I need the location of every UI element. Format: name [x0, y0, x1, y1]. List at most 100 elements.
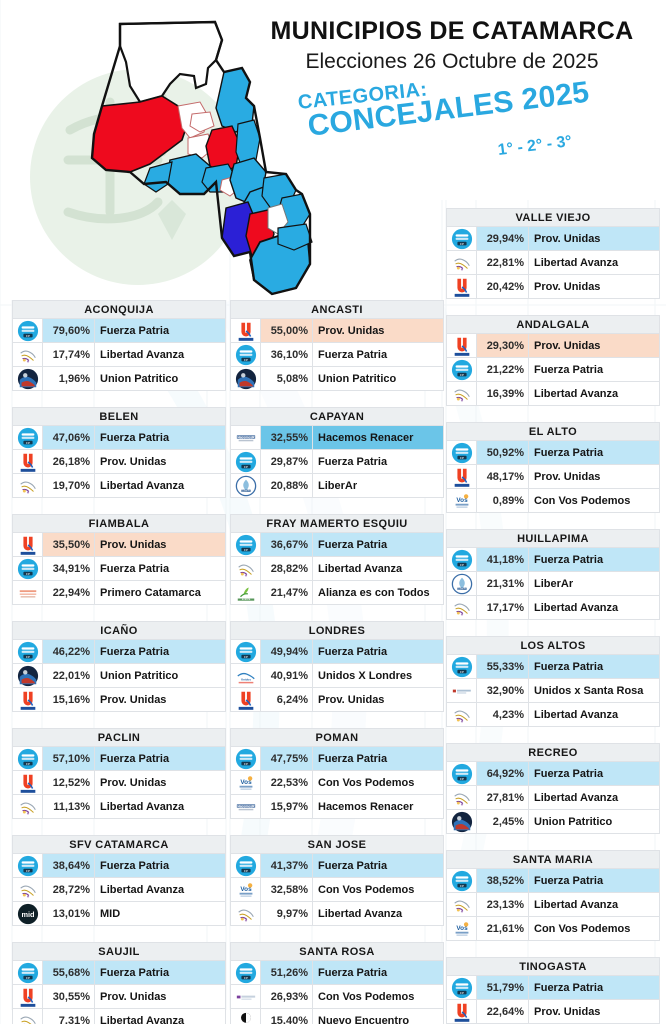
primero-catamarca-logo [13, 581, 43, 604]
prov-unidas-logo [13, 688, 43, 711]
result-party-name: Prov. Unidas [100, 455, 167, 468]
result-party-name: Libertad Avanza [534, 791, 619, 804]
municipio-block: BELEN FP 47,06% Fuerza Patria 26,18% Prov. Un… [12, 407, 226, 498]
result-party-name: Hacemos Renacer [318, 800, 414, 813]
svg-text:FP: FP [460, 455, 464, 459]
fuerza-patria-logo: FP [447, 762, 477, 785]
result-percentage: 7,31% [43, 1009, 95, 1024]
result-party-name: Prov. Unidas [534, 232, 601, 245]
fuerza-patria-logo: FP [13, 557, 43, 580]
result-party-name: Union Patritico [534, 815, 613, 828]
result-party-name: Libertad Avanza [318, 907, 403, 920]
result-row: FP 21,22% Fuerza Patria [447, 358, 659, 382]
municipio-block: ANCASTI 55,00% Prov. Unidas FP 36,10% Fuerza … [230, 300, 444, 391]
result-party-name: Prov. Unidas [100, 693, 167, 706]
result-percentage: 32,58% [261, 878, 313, 901]
result-percentage: 22,64% [477, 1000, 529, 1023]
fuerza-patria-logo: FP [231, 533, 261, 556]
infographic-header: MUNICIPIOS DE CATAMARCA Elecciones 26 Oc… [0, 0, 666, 310]
municipio-block: POMAN FP 47,75% Fuerza Patria Vos 22,53% Con V… [230, 728, 444, 819]
categoria-group: CATEGORIA: CONCEJALES 2025 1° - 2° - 3° [276, 76, 656, 176]
con-vos-podemos-logo: Vos [231, 771, 261, 794]
result-percentage: 49,94% [261, 640, 313, 663]
result-percentage: 9,97% [261, 902, 313, 925]
result-row: 17,17% Libertad Avanza [447, 596, 659, 620]
result-row: LiberAr 20,88% LiberAr [231, 474, 443, 498]
prov-unidas-logo [447, 334, 477, 357]
result-percentage: 27,81% [477, 786, 529, 809]
result-row: FP 55,68% Fuerza Patria [13, 961, 225, 985]
result-party-name: Con Vos Podemos [318, 883, 415, 896]
municipio-name: SANTA MARIA [447, 851, 659, 869]
result-party-name: Libertad Avanza [100, 1014, 185, 1024]
libertad-avanza-logo [447, 382, 477, 405]
alianza-es-con-todos-logo: ALIANZA [231, 581, 261, 604]
result-percentage: 1,96% [43, 367, 95, 390]
svg-text:FP: FP [244, 761, 248, 765]
result-percentage: 79,60% [43, 319, 95, 342]
result-party-name: Fuerza Patria [318, 966, 388, 979]
municipio-block: ANDALGALA 29,30% Prov. Unidas FP 21,22% Fuerz… [446, 315, 660, 406]
result-party-name: Fuerza Patria [318, 348, 388, 361]
block-spacer [230, 391, 444, 407]
libertad-avanza-logo [13, 474, 43, 497]
map-province-outline [90, 20, 312, 296]
result-percentage: 6,24% [261, 688, 313, 711]
result-percentage: 47,75% [261, 747, 313, 770]
result-row: FP 38,64% Fuerza Patria [13, 854, 225, 878]
block-spacer [230, 926, 444, 942]
result-percentage: 55,33% [477, 655, 529, 678]
map-dept-recreo [277, 223, 313, 251]
result-party-name: Libertad Avanza [100, 800, 185, 813]
svg-text:FP: FP [460, 562, 464, 566]
result-percentage: 21,31% [477, 572, 529, 595]
municipio-block: SAN JOSE FP 41,37% Fuerza Patria Vos 32,58% Co… [230, 835, 444, 926]
fuerza-patria-logo: FP [447, 548, 477, 571]
result-row: FP 29,87% Fuerza Patria [231, 450, 443, 474]
page-subtitle: Elecciones 26 Octubre de 2025 [305, 50, 599, 73]
result-percentage: 46,22% [43, 640, 95, 663]
result-percentage: 35,50% [43, 533, 95, 556]
result-row: 26,93% Con Vos Podemos [231, 985, 443, 1009]
result-row: 6,24% Prov. Unidas [231, 688, 443, 712]
municipio-name: RECREO [447, 744, 659, 762]
result-row: FP 47,75% Fuerza Patria [231, 747, 443, 771]
libertad-avanza-logo [13, 1009, 43, 1024]
result-percentage: 16,39% [477, 382, 529, 405]
result-percentage: 41,37% [261, 854, 313, 877]
svg-text:Vos: Vos [456, 924, 468, 931]
result-party-name: Prov. Unidas [318, 324, 385, 337]
municipio-name: CAPAYAN [231, 408, 443, 426]
hacemos-renacer-logo: HacemosR [231, 795, 261, 818]
municipio-name: EL ALTO [447, 423, 659, 441]
result-party-name: Libertad Avanza [100, 348, 185, 361]
result-row: FP 79,60% Fuerza Patria [13, 319, 225, 343]
result-party-name: Alianza es con Todos [318, 586, 430, 599]
result-party-name: Libertad Avanza [534, 898, 619, 911]
municipio-name: SANTA ROSA [231, 943, 443, 961]
result-row: 11,13% Libertad Avanza [13, 795, 225, 819]
result-row: 55,00% Prov. Unidas [231, 319, 443, 343]
result-row: FP 50,92% Fuerza Patria [447, 441, 659, 465]
block-spacer [446, 834, 660, 850]
block-spacer [12, 926, 226, 942]
libertad-avanza-logo [231, 902, 261, 925]
result-percentage: 21,22% [477, 358, 529, 381]
municipio-block: LOS ALTOS FP 55,33% Fuerza Patria 32,90% Unid… [446, 636, 660, 727]
result-percentage: 40,91% [261, 664, 313, 687]
svg-text:FP: FP [460, 990, 464, 994]
fuerza-patria-logo: FP [447, 358, 477, 381]
block-spacer [230, 819, 444, 835]
municipio-name: ICAÑO [13, 622, 225, 640]
result-party-name: Fuerza Patria [318, 645, 388, 658]
result-row: FP 57,10% Fuerza Patria [13, 747, 225, 771]
con-vos-podemos-logo: Vos [231, 878, 261, 901]
svg-text:FP: FP [244, 975, 248, 979]
result-row: 12,52% Prov. Unidas [13, 771, 225, 795]
categoria-ordinals: 1° - 2° - 3° [496, 133, 573, 159]
municipio-name: ACONQUIJA [13, 301, 225, 319]
result-percentage: 28,82% [261, 557, 313, 580]
result-row: FP 51,79% Fuerza Patria [447, 976, 659, 1000]
prov-unidas-logo [447, 1000, 477, 1023]
